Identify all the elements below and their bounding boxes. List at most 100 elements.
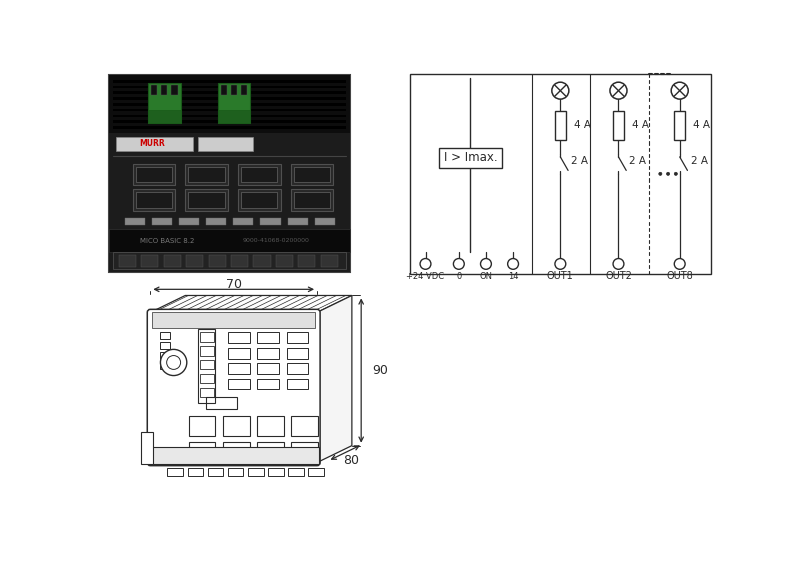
Circle shape xyxy=(163,453,170,459)
Bar xyxy=(113,114,346,117)
Circle shape xyxy=(222,453,228,459)
Text: 70: 70 xyxy=(226,278,242,291)
Bar xyxy=(160,332,170,338)
Bar xyxy=(200,374,214,383)
Text: MICO BASIC 8.2: MICO BASIC 8.2 xyxy=(140,238,194,244)
Bar xyxy=(228,348,250,359)
Bar xyxy=(186,189,228,211)
Bar xyxy=(149,447,318,464)
Bar xyxy=(291,442,318,462)
FancyBboxPatch shape xyxy=(147,309,320,466)
Bar xyxy=(200,346,214,356)
Bar xyxy=(133,164,175,185)
Bar xyxy=(113,86,346,88)
Circle shape xyxy=(454,258,464,269)
Bar xyxy=(113,80,346,83)
Bar xyxy=(206,397,237,409)
Circle shape xyxy=(198,453,205,459)
Circle shape xyxy=(187,453,193,459)
Bar xyxy=(231,254,248,267)
Circle shape xyxy=(552,82,569,99)
Bar xyxy=(110,75,350,133)
Bar xyxy=(674,111,685,140)
Circle shape xyxy=(234,453,239,459)
Bar xyxy=(189,442,215,462)
Bar xyxy=(241,85,247,95)
Bar xyxy=(290,189,334,211)
Circle shape xyxy=(257,453,262,459)
Bar xyxy=(258,348,279,359)
Circle shape xyxy=(291,453,298,459)
Bar xyxy=(223,442,250,462)
Circle shape xyxy=(508,258,518,269)
Bar xyxy=(258,379,279,390)
Bar xyxy=(179,218,199,225)
Bar xyxy=(298,254,315,267)
Text: 2 A: 2 A xyxy=(630,157,646,167)
Circle shape xyxy=(674,258,685,269)
Circle shape xyxy=(666,172,670,175)
Circle shape xyxy=(613,258,624,269)
Bar xyxy=(287,218,308,225)
Bar xyxy=(321,254,338,267)
Circle shape xyxy=(161,350,187,376)
Bar xyxy=(152,312,315,328)
Bar xyxy=(241,167,278,182)
Bar xyxy=(206,218,226,225)
Bar xyxy=(231,85,237,95)
Bar xyxy=(113,103,346,106)
Bar xyxy=(248,468,263,476)
Bar xyxy=(200,388,214,397)
Bar xyxy=(286,379,309,390)
Circle shape xyxy=(420,258,431,269)
Bar xyxy=(198,137,253,151)
Text: OUT2: OUT2 xyxy=(605,271,632,282)
Bar xyxy=(286,332,309,343)
Bar xyxy=(238,164,281,185)
Bar xyxy=(188,193,225,208)
Bar xyxy=(200,360,214,369)
Bar xyxy=(148,110,181,123)
Bar xyxy=(410,74,710,274)
Bar xyxy=(314,218,335,225)
Bar xyxy=(218,83,250,123)
Bar xyxy=(268,468,284,476)
Bar xyxy=(221,85,227,95)
Bar xyxy=(555,111,566,140)
Text: 2 A: 2 A xyxy=(690,157,707,167)
Bar xyxy=(258,363,279,374)
Bar xyxy=(171,85,178,95)
Bar xyxy=(258,417,284,436)
Bar xyxy=(187,468,203,476)
Bar xyxy=(294,193,330,208)
Circle shape xyxy=(280,453,286,459)
Bar xyxy=(228,468,243,476)
Bar xyxy=(613,111,624,140)
Bar xyxy=(291,417,318,436)
Bar xyxy=(118,254,136,267)
Circle shape xyxy=(610,82,627,99)
Bar xyxy=(234,218,254,225)
Text: 4 A: 4 A xyxy=(632,120,649,130)
Bar xyxy=(238,189,281,211)
Bar xyxy=(110,229,350,252)
Text: OUT1: OUT1 xyxy=(547,271,574,282)
Bar xyxy=(218,110,250,123)
Bar xyxy=(261,218,281,225)
Bar xyxy=(290,164,334,185)
Polygon shape xyxy=(150,296,352,312)
Bar xyxy=(113,109,346,111)
Bar xyxy=(294,167,330,182)
Bar xyxy=(288,468,304,476)
Bar xyxy=(209,254,226,267)
Bar xyxy=(189,417,215,436)
Bar xyxy=(286,348,309,359)
Bar xyxy=(276,254,293,267)
Bar xyxy=(258,332,279,343)
Text: ON: ON xyxy=(479,272,493,281)
Bar xyxy=(160,363,170,369)
Bar xyxy=(163,254,181,267)
Bar xyxy=(152,218,172,225)
Bar xyxy=(113,120,346,123)
Circle shape xyxy=(166,356,181,369)
